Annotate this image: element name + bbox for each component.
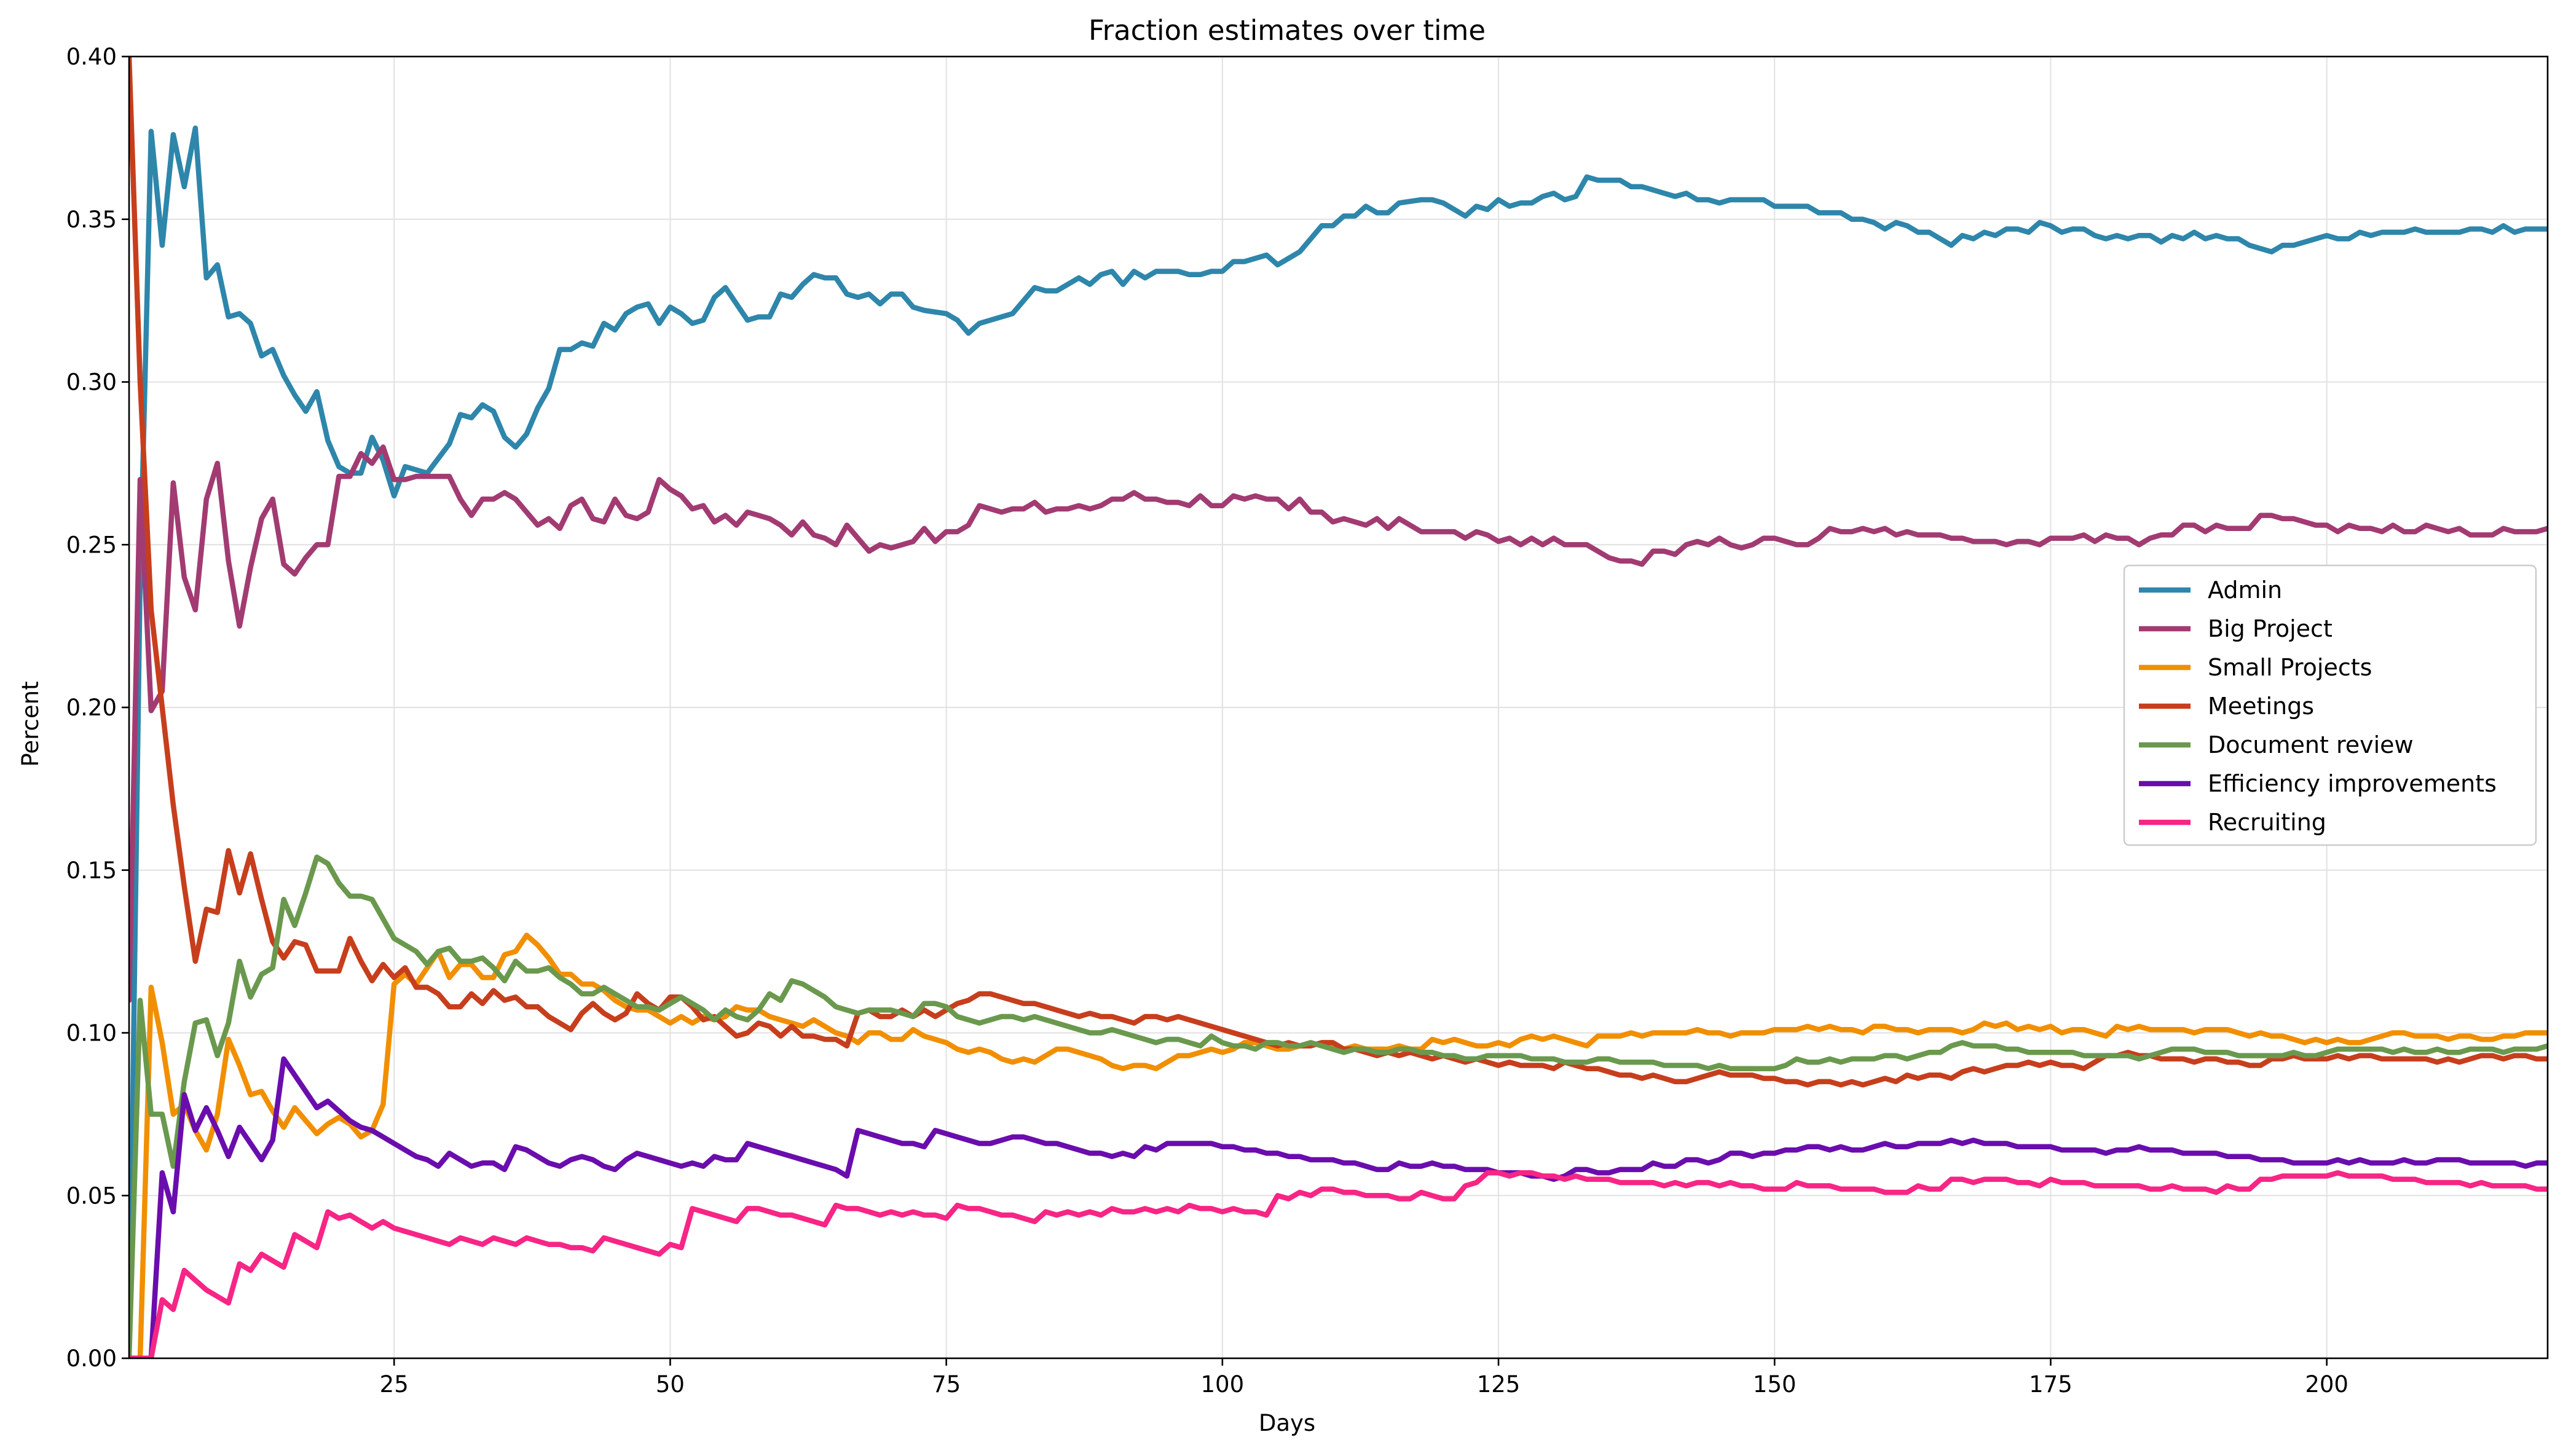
x-axis-label: Days — [1259, 1410, 1315, 1436]
x-tick-label: 50 — [656, 1371, 685, 1398]
legend-label-efficiency-improvements: Efficiency improvements — [2208, 770, 2497, 797]
y-tick-label: 0.25 — [66, 532, 117, 558]
y-tick-label: 0.35 — [66, 207, 117, 233]
legend-label-recruiting: Recruiting — [2208, 809, 2326, 836]
y-tick-label: 0.00 — [66, 1345, 117, 1372]
y-tick-label: 0.20 — [66, 695, 117, 721]
x-tick-label: 125 — [1477, 1371, 1521, 1398]
legend-label-meetings: Meetings — [2208, 693, 2314, 720]
series-line-efficiency-improvements — [129, 1056, 2548, 1358]
y-axis-label: Percent — [17, 681, 44, 766]
legend-label-admin: Admin — [2208, 576, 2282, 604]
x-tick-label: 175 — [2029, 1371, 2073, 1398]
series-line-recruiting — [129, 1170, 2548, 1358]
x-tick-label: 25 — [380, 1371, 409, 1398]
y-tick-label: 0.30 — [66, 369, 117, 396]
x-tick-label: 100 — [1201, 1371, 1245, 1398]
y-tick-label: 0.10 — [66, 1020, 117, 1047]
chart-title: Fraction estimates over time — [1089, 14, 1486, 47]
axis-ticks: 25 50 75 100 125 150 175 200 0.00 0.05 0.10 0.15 0.2… — [66, 44, 2348, 1398]
series-line-document-review — [129, 854, 2548, 1358]
legend: Admin Big Project Small Projects Meetings Do… — [2123, 564, 2537, 846]
legend-label-small-projects: Small Projects — [2208, 654, 2372, 681]
series-lines — [129, 57, 2548, 1358]
series-line-admin — [129, 125, 2548, 1358]
y-tick-label: 0.05 — [66, 1183, 117, 1209]
legend-label-big-project: Big Project — [2208, 615, 2333, 642]
y-tick-label: 0.40 — [66, 44, 117, 70]
legend-label-document-review: Document review — [2208, 731, 2414, 758]
y-tick-label: 0.15 — [66, 857, 117, 884]
x-tick-label: 200 — [2305, 1371, 2348, 1398]
x-tick-label: 75 — [932, 1371, 961, 1398]
series-line-big-project — [129, 444, 2548, 1003]
legend-box — [2123, 564, 2537, 846]
x-tick-label: 150 — [1753, 1371, 1797, 1398]
